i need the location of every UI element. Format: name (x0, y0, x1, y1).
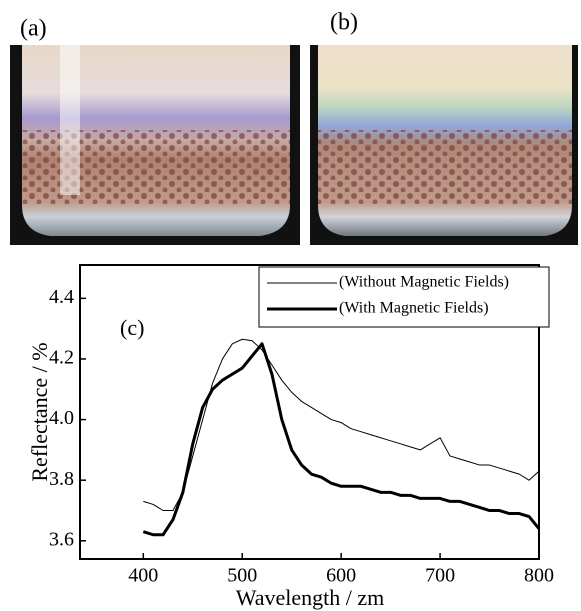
photo-a-glare (60, 45, 80, 195)
y-tick-label: 4.2 (49, 347, 74, 369)
y-axis-title: Reflectance / % (27, 342, 52, 481)
x-tick-label: 400 (128, 565, 158, 587)
x-tick-label: 500 (227, 565, 257, 587)
y-tick-label: 4.0 (49, 407, 74, 429)
legend-box (258, 266, 550, 328)
x-tick-label: 700 (425, 565, 455, 587)
plot-frame (79, 264, 540, 560)
y-tick-label: 4.4 (49, 286, 74, 308)
series-line (142, 342, 541, 537)
x-axis-title: Wavelength / zm (236, 585, 385, 610)
legend-label: (Without Magnetic Fields) (339, 274, 509, 291)
legend-label: (With Magnetic Fields) (339, 300, 489, 317)
panel-label: (b) (330, 10, 358, 36)
y-tick-label: 3.6 (49, 528, 74, 550)
annotation: (c) (120, 315, 144, 340)
photo-b-particles (318, 130, 572, 205)
x-tick-label: 600 (326, 565, 356, 587)
x-tick-label: 800 (524, 565, 554, 587)
panel-label: (a) (20, 16, 47, 42)
y-tick-label: 3.8 (49, 468, 74, 490)
